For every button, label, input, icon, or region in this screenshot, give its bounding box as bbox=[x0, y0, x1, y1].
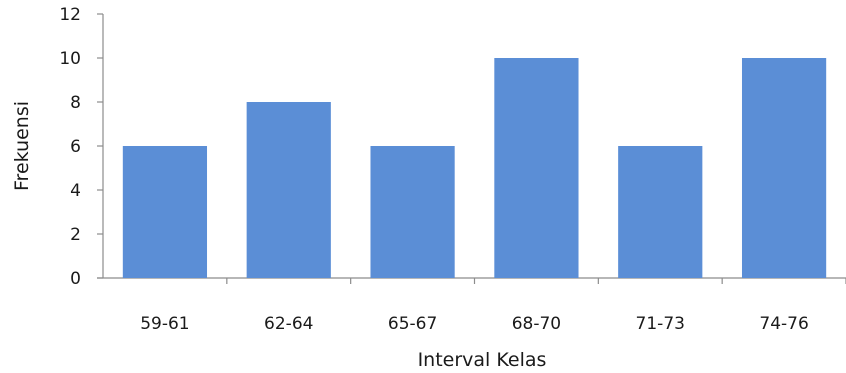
y-tick-label: 12 bbox=[59, 5, 81, 25]
bar-59-61 bbox=[122, 146, 208, 278]
x-tick-label: 62-64 bbox=[264, 314, 313, 334]
y-tick-label: 0 bbox=[70, 269, 81, 289]
x-tick-label: 59-61 bbox=[140, 314, 189, 334]
y-axis-title: Frekuensi bbox=[11, 101, 33, 191]
y-tick-label: 4 bbox=[70, 181, 81, 201]
bar-65-67 bbox=[370, 146, 455, 278]
y-tick-label: 10 bbox=[59, 49, 81, 69]
x-axis-title: Interval Kelas bbox=[418, 349, 547, 371]
labels-layer: 0 2 4 6 8 10 12 59-61 62-64 65-67 68-70 71-73 74-76 bbox=[59, 5, 808, 334]
x-tick-label: 68-70 bbox=[512, 314, 561, 334]
bar-62-64 bbox=[246, 102, 331, 278]
bar-74-76 bbox=[741, 58, 827, 278]
axis-layer bbox=[97, 13, 846, 284]
bars-layer bbox=[122, 58, 827, 278]
x-tick-label: 71-73 bbox=[636, 314, 685, 334]
x-tick-label: 65-67 bbox=[388, 314, 437, 334]
x-tick-label: 74-76 bbox=[759, 314, 808, 334]
y-tick-label: 6 bbox=[70, 137, 81, 157]
y-tick-label: 2 bbox=[70, 225, 81, 245]
bar-68-70 bbox=[494, 58, 579, 278]
bar-71-73 bbox=[618, 146, 703, 278]
y-tick-label: 8 bbox=[70, 93, 81, 113]
